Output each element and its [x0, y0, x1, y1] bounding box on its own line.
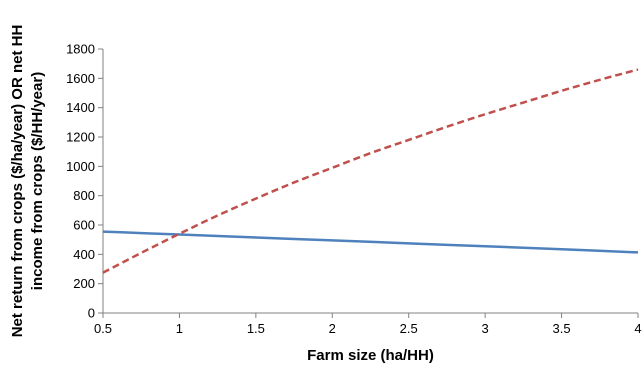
series-line-1: [102, 230, 639, 254]
y-tick-label: 1800: [66, 42, 95, 57]
y-axis-title-line-2: income from crops ($/HH/year): [29, 72, 46, 290]
x-tick-label: 2: [329, 321, 336, 336]
y-axis-title: Net return from crops ($/ha/year) OR net…: [9, 25, 46, 338]
plot-area: 0 200 400 600 800 1000 1200 1400 1600 1800 0.5 1 1.…: [66, 42, 642, 337]
y-tick-label: 1200: [66, 130, 95, 145]
y-ticks: 0 200 400 600 800 1000 1200 1400 1600 1800: [66, 42, 103, 321]
x-tick-label: 0.5: [94, 321, 112, 336]
y-tick-label: 1400: [66, 100, 95, 115]
y-tick-label: 1000: [66, 159, 95, 174]
y-tick-label: 800: [73, 188, 95, 203]
x-tick-label: 4: [634, 321, 641, 336]
y-axis-title-line-1: Net return from crops ($/ha/year) OR net…: [9, 25, 26, 338]
y-tick-label: 400: [73, 247, 95, 262]
x-tick-label: 2.5: [400, 321, 418, 336]
y-tick-label: 1600: [66, 71, 95, 86]
y-tick-label: 0: [88, 306, 95, 321]
x-tick-label: 3.5: [553, 321, 571, 336]
x-tick-label: 3: [482, 321, 489, 336]
x-tick-label: 1: [176, 321, 183, 336]
x-axis-title: Farm size (ha/HH): [307, 347, 434, 364]
y-tick-label: 200: [73, 276, 95, 291]
y-tick-label: 600: [73, 218, 95, 233]
x-tick-label: 1.5: [247, 321, 265, 336]
x-ticks: 0.5 1 1.5 2 2.5 3 3.5 4: [94, 313, 642, 336]
series-layer: [102, 68, 639, 274]
